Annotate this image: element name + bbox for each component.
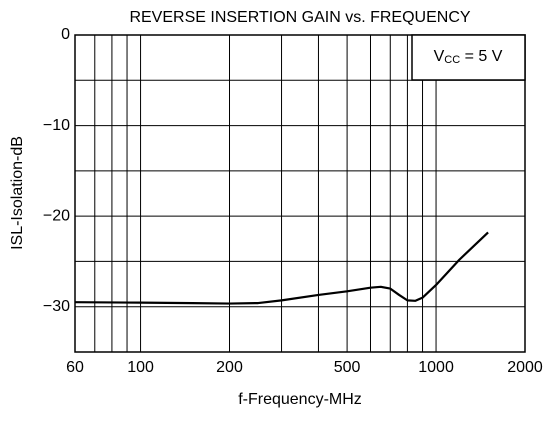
y-tick-label: −10 (43, 117, 70, 134)
annotation-part: = 5 V (460, 48, 503, 65)
y-tick-label: −30 (43, 298, 70, 315)
annotation-box (411, 34, 526, 81)
x-tick-label: 500 (334, 359, 361, 376)
x-tick-label: 2000 (507, 359, 543, 376)
line (74, 231, 489, 305)
x-tick-label: 100 (127, 359, 154, 376)
annotation-part: CC (444, 54, 460, 66)
x-tick-label: 60 (66, 359, 84, 376)
y-axis-title: ISL-Isolation-dB (9, 136, 26, 250)
annotation-part: V (434, 48, 445, 65)
x-tick-label: 1000 (418, 359, 454, 376)
plot-frame (74, 34, 526, 353)
chart-title: REVERSE INSERTION GAIN vs. FREQUENCY (129, 9, 470, 26)
y-tick-label: −20 (43, 207, 70, 224)
x-axis-title: f-Frequency-MHz (238, 391, 362, 408)
y-tick-label: 0 (61, 26, 70, 43)
x-tick-label: 200 (216, 359, 243, 376)
annotation: VCC = 5 V (434, 48, 503, 66)
